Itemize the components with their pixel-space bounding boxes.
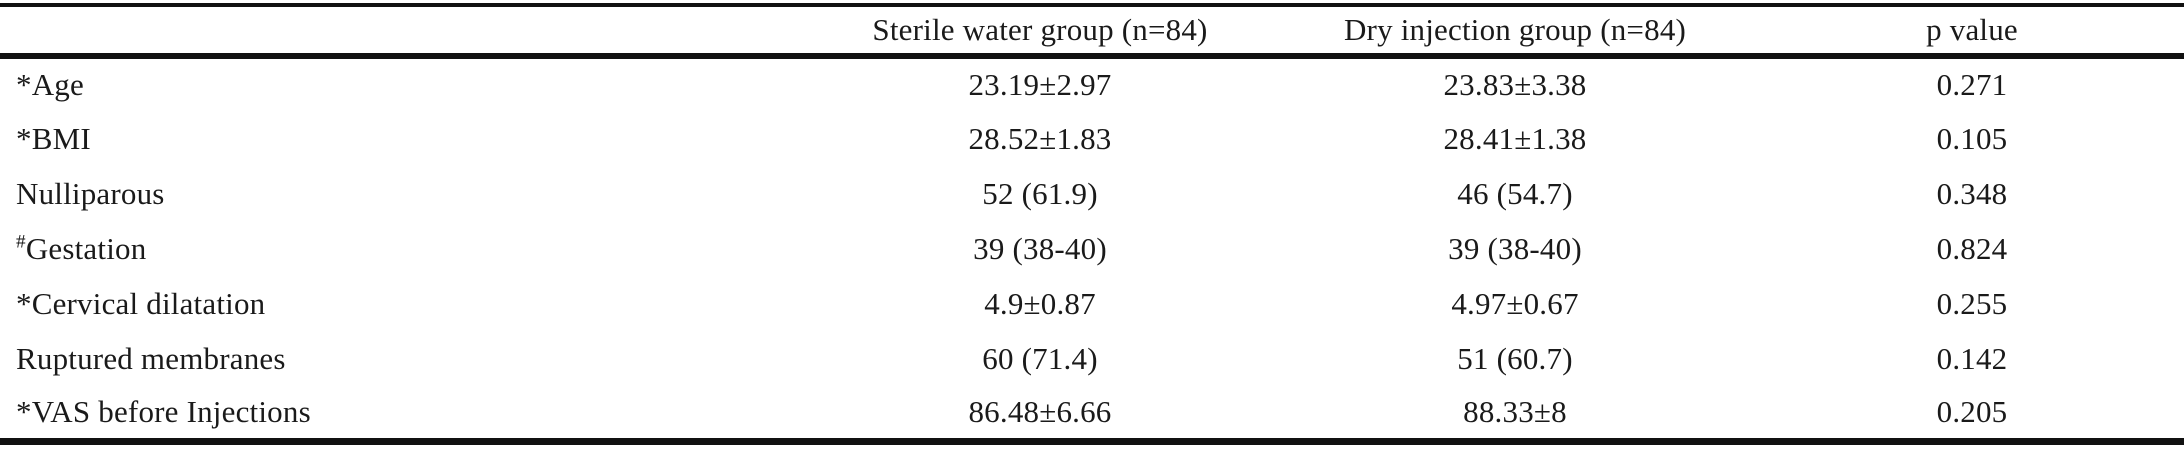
p-value: 0.142 <box>1936 340 2008 376</box>
row-label-text: Gestation <box>25 230 147 266</box>
row-label-text: Ruptured membranes <box>16 340 286 376</box>
sterile-water-group-value: 28.52±1.83 <box>968 120 1112 156</box>
column-header-p-value: p value <box>1926 12 2018 47</box>
baseline-characteristics-table-wrap: Sterile water group (n=84) Dry injection… <box>0 3 2184 445</box>
row-marker: * <box>16 393 32 429</box>
table-row: #Gestation 39 (38-40) 39 (38-40) 0.824 <box>0 221 2184 276</box>
table-body: *Age 23.19±2.97 23.83±3.38 0.271 *BMI 28… <box>0 56 2184 441</box>
dry-injection-group-value: 51 (60.7) <box>1457 340 1573 376</box>
column-header-variable <box>0 5 810 56</box>
header-row: Sterile water group (n=84) Dry injection… <box>0 5 2184 56</box>
p-value: 0.348 <box>1936 175 2008 211</box>
sterile-water-group-value: 39 (38-40) <box>973 230 1107 266</box>
sterile-water-group-value: 86.48±6.66 <box>968 393 1112 429</box>
dry-injection-group-value: 28.41±1.38 <box>1443 120 1587 156</box>
row-label-text: VAS before Injections <box>31 393 311 429</box>
p-value: 0.271 <box>1936 67 2008 102</box>
table-row: *Age 23.19±2.97 23.83±3.38 0.271 <box>0 56 2184 111</box>
table-row: Ruptured membranes 60 (71.4) 51 (60.7) 0… <box>0 331 2184 386</box>
row-label: Ruptured membranes <box>0 331 810 386</box>
sterile-water-group-value: 60 (71.4) <box>982 340 1098 376</box>
sterile-water-group-value: 23.19±2.97 <box>968 67 1112 102</box>
table-header: Sterile water group (n=84) Dry injection… <box>0 5 2184 56</box>
dry-injection-group-value: 23.83±3.38 <box>1443 67 1587 102</box>
column-header-dry-injection-group: Dry injection group (n=84) <box>1343 12 1687 47</box>
dry-injection-group-value: 46 (54.7) <box>1457 175 1573 211</box>
table-row: *BMI 28.52±1.83 28.41±1.38 0.105 <box>0 111 2184 166</box>
row-marker: # <box>16 231 26 253</box>
row-marker: * <box>16 67 32 102</box>
table-row: Nulliparous 52 (61.9) 46 (54.7) 0.348 <box>0 166 2184 221</box>
row-label: *Cervical dilatation <box>0 276 810 331</box>
baseline-characteristics-table: Sterile water group (n=84) Dry injection… <box>0 3 2184 445</box>
row-label: #Gestation <box>0 221 810 276</box>
row-marker: * <box>16 120 32 156</box>
sterile-water-group-value: 52 (61.9) <box>982 175 1098 211</box>
p-value: 0.105 <box>1936 120 2008 156</box>
row-label: *VAS before Injections <box>0 386 810 441</box>
row-label: Nulliparous <box>0 166 810 221</box>
row-label-text: BMI <box>31 120 91 156</box>
dry-injection-group-value: 4.97±0.67 <box>1451 285 1579 321</box>
table-row: *Cervical dilatation 4.9±0.87 4.97±0.67 … <box>0 276 2184 331</box>
row-label-text: Age <box>31 67 84 102</box>
row-label-text: Nulliparous <box>16 175 165 211</box>
row-label: *BMI <box>0 111 810 166</box>
sterile-water-group-value: 4.9±0.87 <box>984 285 1096 321</box>
row-label-text: Cervical dilatation <box>31 285 266 321</box>
p-value: 0.824 <box>1936 230 2008 266</box>
row-label: *Age <box>0 56 810 111</box>
dry-injection-group-value: 88.33±8 <box>1463 393 1567 429</box>
row-marker: * <box>16 285 32 321</box>
p-value: 0.205 <box>1936 393 2008 429</box>
table-row: *VAS before Injections 86.48±6.66 88.33±… <box>0 386 2184 441</box>
p-value: 0.255 <box>1936 285 2008 321</box>
column-header-sterile-water-group: Sterile water group (n=84) <box>872 12 1208 47</box>
dry-injection-group-value: 39 (38-40) <box>1448 230 1582 266</box>
